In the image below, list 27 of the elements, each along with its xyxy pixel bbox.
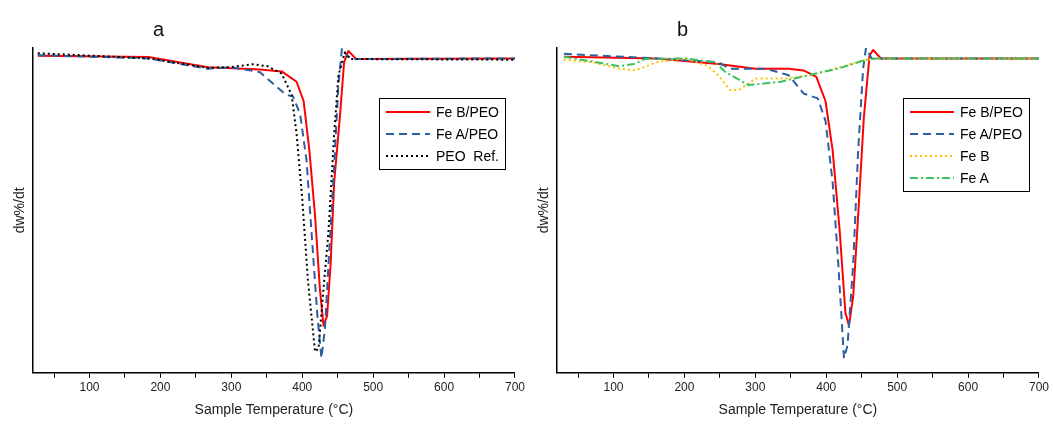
x-tick-label: 600	[958, 380, 979, 395]
x-tick-label: 400	[816, 380, 837, 395]
x-tick-label: 400	[292, 380, 313, 395]
x-tick-label: 700	[504, 380, 526, 395]
legend-label: Fe B	[959, 148, 990, 164]
chart-title: a	[153, 18, 165, 41]
x-tick-label: 500	[363, 380, 384, 395]
x-axis-title: Sample Temperature (°C)	[194, 401, 354, 418]
legend-label: Fe A/PEO	[435, 126, 499, 142]
x-tick-label: 300	[221, 380, 242, 395]
y-axis-title: dw%/dt	[11, 187, 28, 234]
x-tick-label: 200	[674, 380, 695, 395]
x-tick-label: 100	[603, 380, 624, 395]
y-axis-title: dw%/dt	[535, 187, 552, 234]
legend-label: Fe B/PEO	[435, 104, 499, 120]
legend-label: PEO Ref.	[435, 148, 499, 164]
x-tick-label: 100	[79, 380, 100, 395]
legend-label: Fe A	[959, 170, 989, 186]
chart-title: b	[677, 18, 689, 41]
legend-label: Fe B/PEO	[959, 104, 1023, 120]
x-tick-label: 500	[887, 380, 908, 395]
x-tick-label: 300	[745, 380, 766, 395]
legend-label: Fe A/PEO	[959, 126, 1023, 142]
x-tick-label: 700	[1028, 380, 1050, 395]
x-tick-label: 600	[434, 380, 455, 395]
x-axis-title: Sample Temperature (°C)	[718, 401, 878, 418]
x-tick-label: 200	[150, 380, 171, 395]
